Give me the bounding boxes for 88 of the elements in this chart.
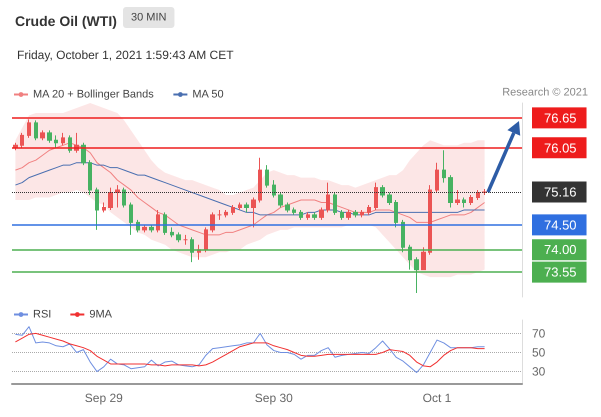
candlestick	[108, 187, 113, 210]
legend-label: MA 50	[192, 88, 224, 100]
candlestick	[224, 209, 228, 218]
candlestick	[394, 200, 398, 228]
candlestick	[170, 226, 174, 238]
candlestick	[47, 130, 52, 144]
line-series	[14, 142, 486, 236]
candlestick	[448, 174, 453, 208]
candlestick	[81, 142, 86, 166]
candlestick	[340, 209, 344, 220]
candlestick	[122, 187, 126, 208]
candlestick	[455, 190, 460, 206]
candlestick	[469, 194, 473, 206]
line-series	[14, 162, 486, 216]
candlestick	[190, 236, 194, 263]
candlestick	[272, 180, 276, 198]
candlestick	[156, 209, 160, 233]
y-tick-label: 75.16	[544, 184, 577, 200]
legend-label: 9MA	[89, 308, 113, 320]
legend-label: RSI	[33, 308, 52, 320]
candlestick	[34, 120, 38, 141]
y-tick-label: 30	[532, 364, 546, 379]
chart-subtitle: 30 MIN	[131, 12, 167, 24]
candlestick	[20, 132, 24, 148]
candlestick	[401, 219, 405, 253]
y-tick-label: 74.00	[544, 242, 577, 258]
y-tick-label: 50	[532, 345, 546, 360]
candlestick	[319, 206, 324, 220]
candlestick	[265, 164, 269, 188]
candlestick	[149, 224, 154, 233]
candlestick	[374, 182, 378, 210]
candlestick	[353, 209, 358, 218]
candlestick	[217, 209, 222, 220]
y-tick-label: 73.55	[544, 264, 577, 280]
candlestick	[115, 184, 120, 208]
x-tick-label: Sep 29	[84, 391, 124, 405]
x-tick-label: Oct 1	[422, 391, 452, 405]
candlestick	[278, 192, 283, 208]
x-tick-label: Sep 30	[254, 391, 294, 405]
candlestick	[306, 212, 310, 220]
candlestick	[312, 212, 317, 220]
y-tick-label: 74.50	[544, 217, 577, 232]
candlestick	[176, 232, 181, 243]
candlestick	[40, 130, 45, 141]
text: Research © 2021	[502, 86, 588, 98]
text: Friday, October 1, 2021 1:59:43 AM CET	[17, 48, 234, 62]
y-tick-label: 76.65	[544, 110, 577, 126]
candlestick	[380, 184, 385, 198]
candlestick	[285, 202, 290, 213]
candlestick	[54, 134, 58, 148]
candlestick	[442, 150, 446, 184]
candlestick	[61, 132, 65, 146]
y-tick-label: 76.05	[544, 140, 577, 156]
candlestick	[414, 256, 419, 294]
candlestick	[210, 212, 215, 233]
candlestick	[88, 160, 92, 196]
candlestick	[129, 202, 133, 236]
candlestick	[435, 162, 439, 194]
candlestick	[231, 204, 235, 216]
candlestick	[299, 209, 303, 220]
candlestick	[360, 209, 364, 218]
candlestick	[102, 202, 106, 213]
candlestick	[183, 234, 188, 246]
candlestick	[333, 192, 337, 216]
candlestick	[326, 182, 330, 213]
candlestick	[387, 192, 392, 206]
candlestick	[142, 224, 147, 233]
candlestick	[95, 187, 99, 230]
candlestick	[251, 197, 256, 228]
candlestick	[367, 204, 371, 216]
candlestick	[238, 202, 242, 210]
candlestick	[476, 190, 480, 200]
y-tick-label: 70	[532, 326, 546, 340]
candlestick	[204, 226, 208, 253]
candlestick	[421, 246, 426, 270]
candlestick	[462, 197, 466, 208]
candlestick	[408, 244, 412, 270]
candlestick	[346, 209, 351, 220]
candlestick	[27, 118, 31, 138]
chart-title: Crude Oil (WTI)	[15, 13, 117, 29]
legend-label: MA 20 + Bollinger Bands	[33, 88, 154, 100]
candlestick	[163, 212, 167, 236]
candlestick	[292, 206, 296, 216]
line-series	[14, 326, 486, 374]
candlestick	[244, 202, 249, 213]
line-series	[14, 332, 486, 368]
candlestick	[428, 184, 432, 256]
candlestick	[258, 157, 262, 203]
